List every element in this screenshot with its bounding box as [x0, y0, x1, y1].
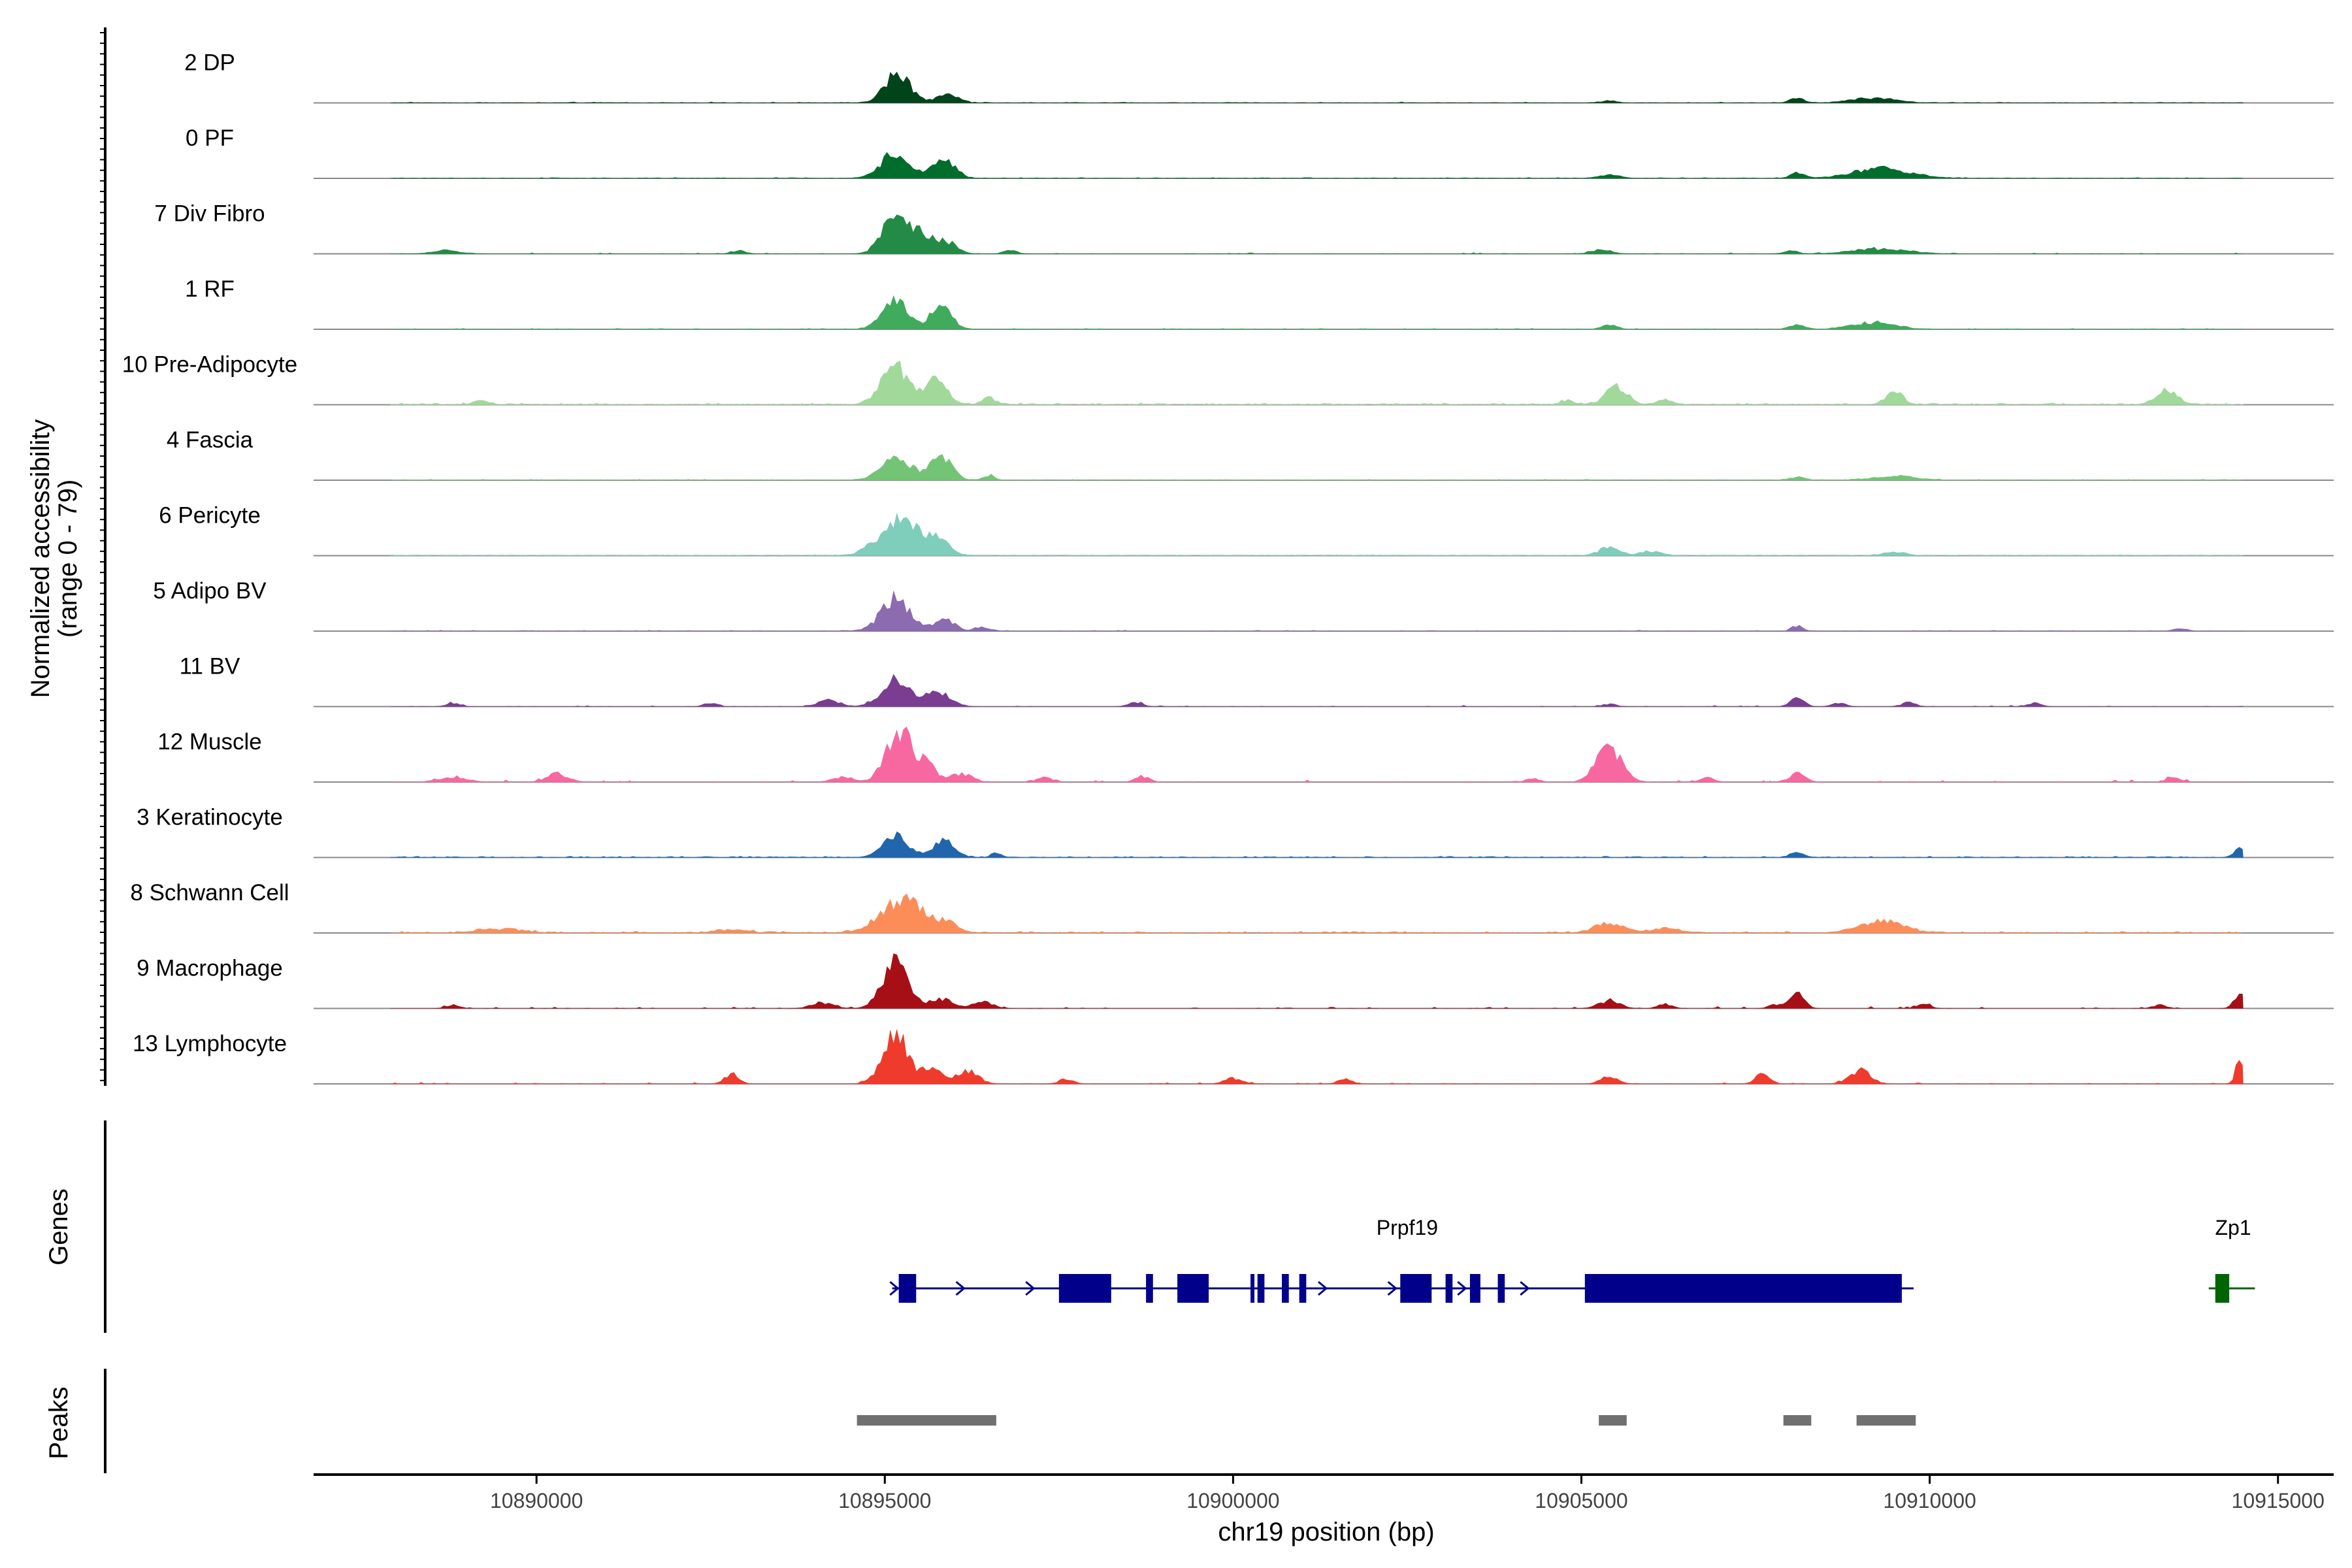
genes-panel: Genes Prpf19 Zp1: [44, 1120, 2255, 1333]
track-label: 4 Fascia: [167, 427, 253, 453]
coverage-tracks: 2 DP 0 PF 7 Div Fibro 1 RF 10 Pre-Adipocyte 4…: [122, 50, 2334, 1085]
gene-exon: [1400, 1274, 1432, 1303]
peaks-title: Peaks: [44, 1386, 73, 1459]
gene-exon: [1146, 1274, 1153, 1303]
gene-label: Prpf19: [1377, 1216, 1438, 1239]
genes-title: Genes: [44, 1188, 73, 1266]
track-label: 1 RF: [185, 276, 235, 302]
strand-arrow: [1520, 1281, 1530, 1296]
coverage-area: [390, 591, 2244, 632]
gene-Prpf19: Prpf19: [889, 1216, 1914, 1303]
coverage-area: [390, 152, 2244, 179]
x-tick-label: 10895000: [838, 1489, 931, 1512]
track-13: 13 Lymphocyte: [133, 1029, 2334, 1085]
gene-exon: [1250, 1274, 1255, 1303]
gene-exon: [1257, 1274, 1265, 1303]
peak-region: [857, 1415, 996, 1426]
gene-exon: [898, 1274, 917, 1303]
x-tick-label: 10915000: [2232, 1489, 2325, 1512]
track-label: 0 PF: [186, 125, 234, 151]
track-1: 0 PF: [186, 125, 2334, 179]
strand-arrow: [1457, 1281, 1467, 1296]
track-11: 8 Schwann Cell: [130, 880, 2334, 934]
track-8: 11 BV: [180, 654, 2334, 708]
gene-Zp1: Zp1: [2208, 1216, 2255, 1303]
x-tick-label: 10910000: [1883, 1489, 1976, 1512]
strand-arrow: [1318, 1281, 1328, 1296]
coverage-area: [390, 893, 2244, 934]
x-tick-label: 10900000: [1186, 1489, 1279, 1512]
track-9: 12 Muscle: [157, 727, 2334, 783]
track-label: 10 Pre-Adipocyte: [122, 352, 297, 378]
track-7: 5 Adipo BV: [153, 578, 2334, 632]
peak-region: [1783, 1415, 1812, 1426]
coverage-area: [390, 71, 2244, 103]
coverage-area: [390, 727, 2244, 783]
track-0: 2 DP: [184, 50, 2334, 104]
track-label: 12 Muscle: [157, 729, 262, 755]
y-axis: Normalized accessibility (range 0 - 79): [26, 27, 106, 1086]
gene-exon: [1058, 1274, 1111, 1303]
strand-arrow: [1387, 1281, 1397, 1296]
track-label: 3 Keratinocyte: [137, 805, 283, 830]
track-label: 7 Div Fibro: [154, 201, 265, 227]
gene-exon: [1469, 1274, 1480, 1303]
gene-exon: [1497, 1274, 1505, 1303]
y-axis-title-line1: Normalized accessibility: [26, 419, 55, 698]
gene-exon: [1584, 1274, 1902, 1303]
track-label: 2 DP: [184, 50, 235, 76]
track-label: 8 Schwann Cell: [130, 880, 289, 906]
coverage-area: [390, 1029, 2244, 1085]
peak-region: [1599, 1415, 1627, 1426]
y-axis-ticks: [100, 32, 105, 1081]
gene-exon: [1445, 1274, 1453, 1303]
track-12: 9 Macrophage: [137, 953, 2334, 1009]
coverage-area: [390, 831, 2244, 858]
coverage-area: [390, 214, 2244, 254]
track-label: 9 Macrophage: [137, 956, 283, 981]
track-label: 6 Pericyte: [159, 503, 261, 529]
gene-exon: [1177, 1274, 1209, 1303]
coverage-area: [390, 454, 2244, 481]
strand-arrow: [955, 1281, 966, 1296]
track-5: 4 Fascia: [167, 427, 2334, 481]
coverage-area: [390, 953, 2244, 1009]
x-axis: chr19 position (bp) 10890000 10895000 1090…: [314, 1473, 2334, 1546]
track-label: 13 Lymphocyte: [133, 1031, 287, 1056]
x-axis-title: chr19 position (bp): [1218, 1518, 1434, 1546]
strand-arrow: [1025, 1281, 1036, 1296]
track-label: 11 BV: [180, 654, 240, 679]
gene-exon: [1282, 1274, 1289, 1303]
track-4: 10 Pre-Adipocyte: [122, 352, 2334, 406]
track-3: 1 RF: [185, 276, 2334, 330]
x-tick-label: 10905000: [1535, 1489, 1627, 1512]
track-6: 6 Pericyte: [159, 503, 2334, 557]
track-label: 5 Adipo BV: [153, 578, 267, 604]
peaks-panel: Peaks: [44, 1369, 1916, 1473]
gene-exon: [2215, 1274, 2230, 1303]
y-axis-title-line2: (range 0 - 79): [54, 480, 82, 638]
track-2: 7 Div Fibro: [154, 201, 2334, 255]
gene-exon: [1299, 1274, 1307, 1303]
coverage-area: [389, 512, 2244, 556]
gene-label: Zp1: [2215, 1216, 2251, 1239]
peak-region: [1856, 1415, 1916, 1426]
coverage-area: [390, 295, 2244, 330]
coverage-area: [390, 674, 2244, 707]
x-tick-label: 10890000: [490, 1489, 583, 1512]
strand-arrow: [889, 1281, 900, 1296]
coverage-area: [390, 361, 2244, 405]
track-10: 3 Keratinocyte: [137, 805, 2334, 858]
